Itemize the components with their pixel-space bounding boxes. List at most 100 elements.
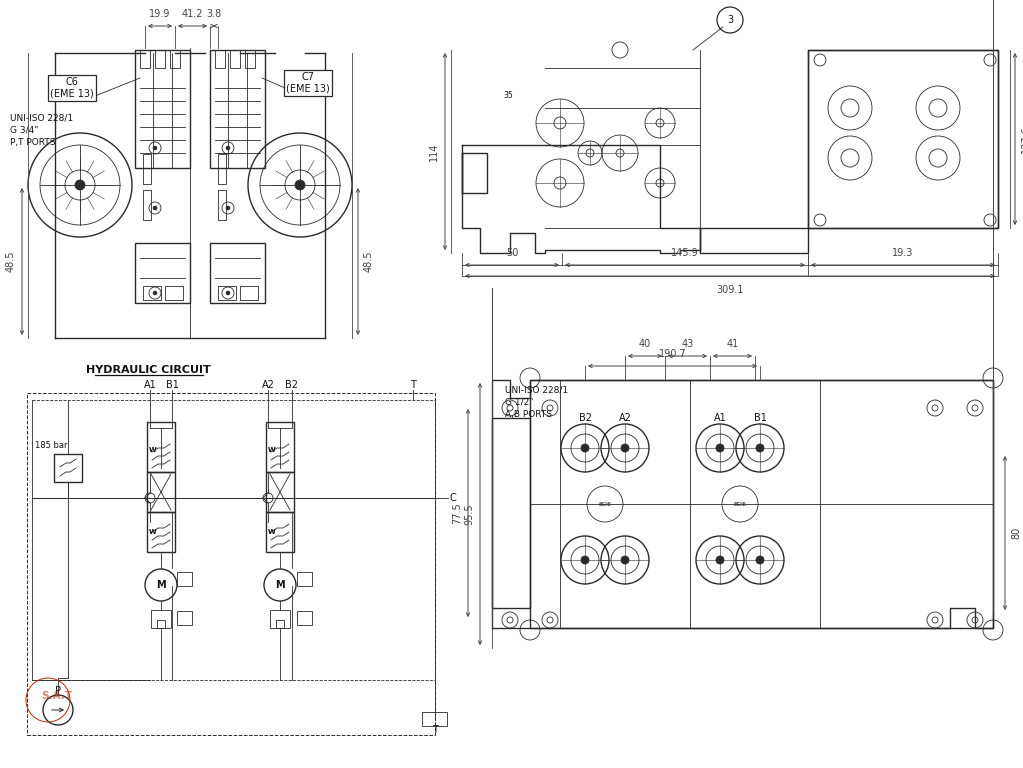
Text: 40: 40 [639, 339, 651, 349]
Text: 19.3: 19.3 [892, 248, 914, 258]
Text: 95.5: 95.5 [464, 503, 474, 525]
Bar [155, 50, 165, 68]
Bar [240, 286, 258, 300]
Circle shape [716, 444, 724, 452]
Bar [266, 422, 294, 472]
Bar [27, 393, 435, 735]
Bar [135, 50, 190, 168]
Bar [230, 50, 240, 68]
Bar [135, 243, 190, 303]
Bar [462, 153, 487, 193]
Text: BOE: BOE [598, 502, 612, 507]
Text: BOE: BOE [733, 502, 747, 507]
Bar [276, 620, 284, 628]
Text: UNI-ISO 228/1: UNI-ISO 228/1 [505, 386, 568, 395]
Text: 48.5: 48.5 [6, 250, 16, 272]
Bar [54, 454, 82, 482]
Text: 77.5: 77.5 [452, 502, 462, 524]
Circle shape [226, 146, 230, 150]
Circle shape [581, 556, 589, 564]
Text: W: W [149, 447, 157, 453]
Circle shape [621, 444, 629, 452]
Circle shape [153, 146, 157, 150]
Bar [297, 611, 312, 625]
Text: G 3/4": G 3/4" [10, 125, 39, 134]
Bar [143, 190, 151, 220]
Bar [218, 286, 236, 300]
Bar [266, 512, 294, 552]
Bar [177, 611, 192, 625]
Bar [530, 380, 993, 628]
Bar [165, 286, 183, 300]
Circle shape [295, 180, 305, 190]
Circle shape [153, 206, 157, 210]
Text: C6
(EME 13): C6 (EME 13) [50, 78, 94, 99]
Text: G 1/2": G 1/2" [505, 398, 533, 406]
Text: UNI-ISO 228/1: UNI-ISO 228/1 [10, 114, 73, 123]
Bar [210, 243, 265, 303]
Text: 145.9: 145.9 [671, 248, 699, 258]
Circle shape [226, 291, 230, 295]
Text: S.A.T: S.A.T [42, 691, 73, 701]
Circle shape [581, 444, 589, 452]
Text: A2: A2 [262, 380, 274, 390]
Text: A1: A1 [143, 380, 157, 390]
Bar [157, 620, 165, 628]
Bar [422, 712, 447, 726]
Text: 80: 80 [1011, 527, 1021, 539]
Text: 309.1: 309.1 [716, 285, 744, 295]
Text: A,B PORTS: A,B PORTS [505, 409, 552, 419]
Bar [147, 472, 175, 512]
Text: B1: B1 [166, 380, 178, 390]
Bar [266, 472, 294, 512]
Text: 50: 50 [505, 248, 519, 258]
Text: 41.2: 41.2 [182, 9, 204, 19]
Text: 185 bar: 185 bar [35, 442, 68, 451]
Circle shape [153, 291, 157, 295]
Bar [218, 154, 226, 184]
Text: W: W [268, 447, 276, 453]
Text: A2: A2 [619, 413, 631, 423]
Text: M: M [275, 580, 284, 590]
Text: 114: 114 [429, 142, 439, 161]
Text: W: W [149, 529, 157, 535]
Text: P: P [55, 686, 61, 696]
Circle shape [226, 206, 230, 210]
Bar [147, 422, 175, 472]
Text: W: W [268, 529, 276, 535]
Bar [210, 50, 265, 168]
Text: M: M [157, 580, 166, 590]
Text: 48.5: 48.5 [364, 250, 374, 272]
Text: 43: 43 [681, 339, 694, 349]
Bar [143, 286, 161, 300]
Text: 41: 41 [726, 339, 739, 349]
Text: B2: B2 [578, 413, 591, 423]
Text: T: T [432, 725, 438, 735]
Text: 3.8: 3.8 [207, 9, 222, 19]
Bar [808, 50, 998, 228]
Bar [492, 418, 530, 608]
Bar [297, 572, 312, 586]
Circle shape [75, 180, 85, 190]
Text: P,T PORTS: P,T PORTS [10, 137, 55, 147]
Circle shape [756, 556, 764, 564]
Bar [270, 610, 290, 628]
Bar [244, 50, 255, 68]
Text: B1: B1 [754, 413, 766, 423]
Bar [147, 512, 175, 552]
Text: C7
(EME 13): C7 (EME 13) [286, 72, 329, 94]
Bar [177, 572, 192, 586]
Bar [218, 190, 226, 220]
Text: 127.6: 127.6 [1021, 125, 1023, 153]
Circle shape [621, 556, 629, 564]
Bar [170, 50, 180, 68]
Text: HYDRAULIC CIRCUIT: HYDRAULIC CIRCUIT [86, 365, 211, 375]
Circle shape [716, 556, 724, 564]
Text: B2: B2 [285, 380, 299, 390]
Text: 35: 35 [503, 91, 513, 101]
Text: A1: A1 [714, 413, 726, 423]
Bar [215, 50, 225, 68]
Text: 190.7: 190.7 [659, 349, 686, 359]
Text: T: T [410, 380, 416, 390]
Bar [151, 610, 171, 628]
